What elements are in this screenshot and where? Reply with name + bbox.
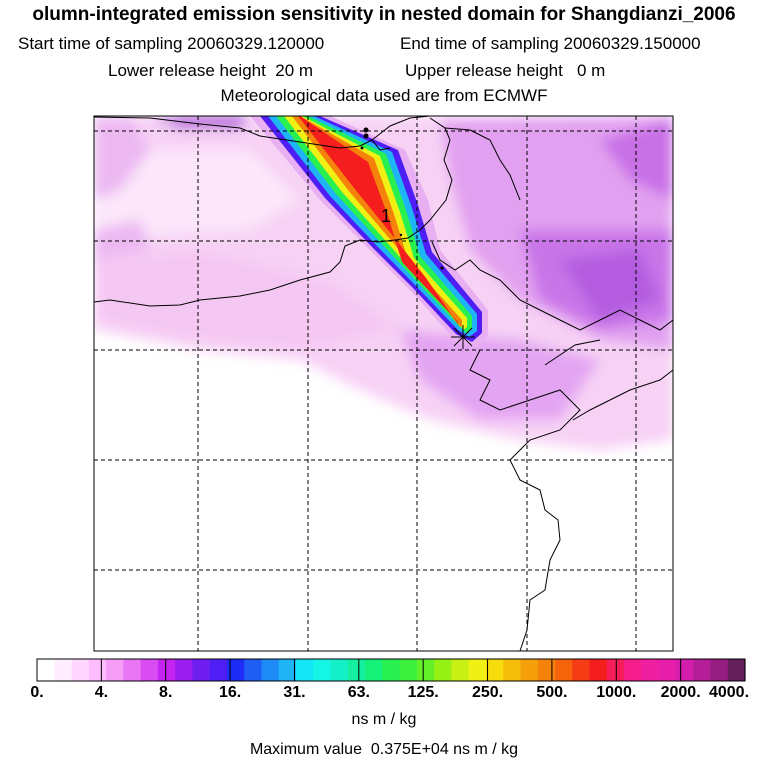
sensitivity-field — [94, 116, 673, 450]
colorbar-swatch — [106, 659, 124, 681]
city-dot-icon — [360, 127, 444, 270]
lower-release-label: Lower release height — [108, 61, 266, 80]
lower-release: Lower release height 20 m — [108, 61, 313, 81]
map-frame — [93, 115, 674, 652]
colorbar-swatch — [434, 659, 453, 681]
colorbar-swatch — [641, 659, 660, 681]
colorbar-swatch — [157, 659, 176, 681]
end-time-value: 20060329.150000 — [563, 34, 701, 53]
coastlines — [94, 116, 673, 651]
max-value: 0.375E+04 ns m / kg — [370, 741, 519, 758]
colorbar-swatch — [520, 659, 539, 681]
colorbar-swatch — [382, 659, 401, 681]
upper-release: Upper release height 0 m — [405, 61, 605, 81]
colorbar-swatch — [727, 659, 746, 681]
plume-label: 1 — [381, 206, 391, 226]
receptor-star-icon — [451, 325, 475, 349]
colorbar-swatch — [226, 659, 245, 681]
colorbar-tick-label: 125. — [407, 684, 439, 701]
colorbar-swatch — [261, 659, 280, 681]
colorbar-swatch — [485, 659, 504, 681]
colorbar-swatch — [710, 659, 729, 681]
colorbar-tick-label: 31. — [283, 684, 306, 701]
colorbar-swatch — [399, 659, 418, 681]
colorbar-swatch — [71, 659, 90, 681]
colorbar-tick-label: 0. — [30, 684, 44, 701]
colorbar-units: ns m / kg — [351, 711, 417, 728]
colorbar-tick-label: 63. — [347, 684, 370, 701]
colorbar-swatch — [624, 659, 642, 681]
start-time-value: 20060329.120000 — [187, 34, 325, 53]
end-time-label: End time of sampling — [400, 34, 559, 53]
colorbar-swatch — [572, 659, 591, 681]
colorbar-tick-label: 2000. — [660, 684, 701, 701]
colorbar-tick-label: 4000. — [708, 684, 750, 701]
upper-release-label: Upper release height — [405, 61, 563, 80]
colorbar-tick-label: 16. — [218, 684, 242, 701]
colorbar-swatch — [658, 659, 677, 681]
upper-release-value: 0 m — [577, 61, 606, 80]
max-value-label: Maximum value — [249, 741, 362, 758]
colorbar-swatch — [330, 659, 349, 681]
colorbar-swatch — [140, 659, 159, 681]
colorbar-swatch — [347, 659, 366, 681]
colorbar-tick-label: 4. — [94, 684, 109, 701]
colorbar-tick-label: 250. — [471, 684, 504, 701]
colorbar-swatch — [37, 659, 55, 681]
colorbar — [36, 658, 746, 682]
colorbar-swatch — [123, 659, 142, 681]
end-time: End time of sampling 20060329.150000 — [400, 34, 701, 54]
colorbar-swatch — [416, 659, 435, 681]
colorbar-swatch — [555, 659, 573, 681]
colorbar-swatch — [365, 659, 383, 681]
start-time-label: Start time of sampling — [18, 34, 183, 53]
colorbar-swatch — [693, 659, 712, 681]
colorbar-swatch — [589, 659, 608, 681]
colorbar-tick-label: 500. — [536, 684, 568, 701]
start-time: Start time of sampling 20060329.120000 — [18, 34, 324, 54]
colorbar-swatch — [675, 659, 694, 681]
colorbar-swatch — [451, 659, 470, 681]
colorbar-swatch — [175, 659, 194, 681]
colorbar-swatch — [537, 659, 556, 681]
colorbar-tick-label: 8. — [159, 684, 173, 701]
colorbar-swatch — [88, 659, 107, 681]
lower-release-value: 20 m — [275, 61, 314, 80]
colorbar-swatch — [468, 659, 487, 681]
colorbar-swatch — [503, 659, 522, 681]
colorbar-swatch — [209, 659, 228, 681]
colorbar-swatch — [296, 659, 314, 681]
colorbar-swatch — [192, 659, 211, 681]
chart-title: olumn-integrated emission sensitivity in… — [32, 4, 736, 25]
colorbar-tick-label: 1000. — [596, 684, 637, 701]
colorbar-swatch — [244, 659, 263, 681]
max-value-line: Maximum value 0.375E+04 ns m / kg — [0, 741, 768, 759]
colorbar-swatch — [54, 659, 73, 681]
colorbar-swatch — [313, 659, 332, 681]
colorbar-swatch — [278, 659, 297, 681]
met-source: Meteorological data used are from ECMWF — [220, 86, 548, 105]
